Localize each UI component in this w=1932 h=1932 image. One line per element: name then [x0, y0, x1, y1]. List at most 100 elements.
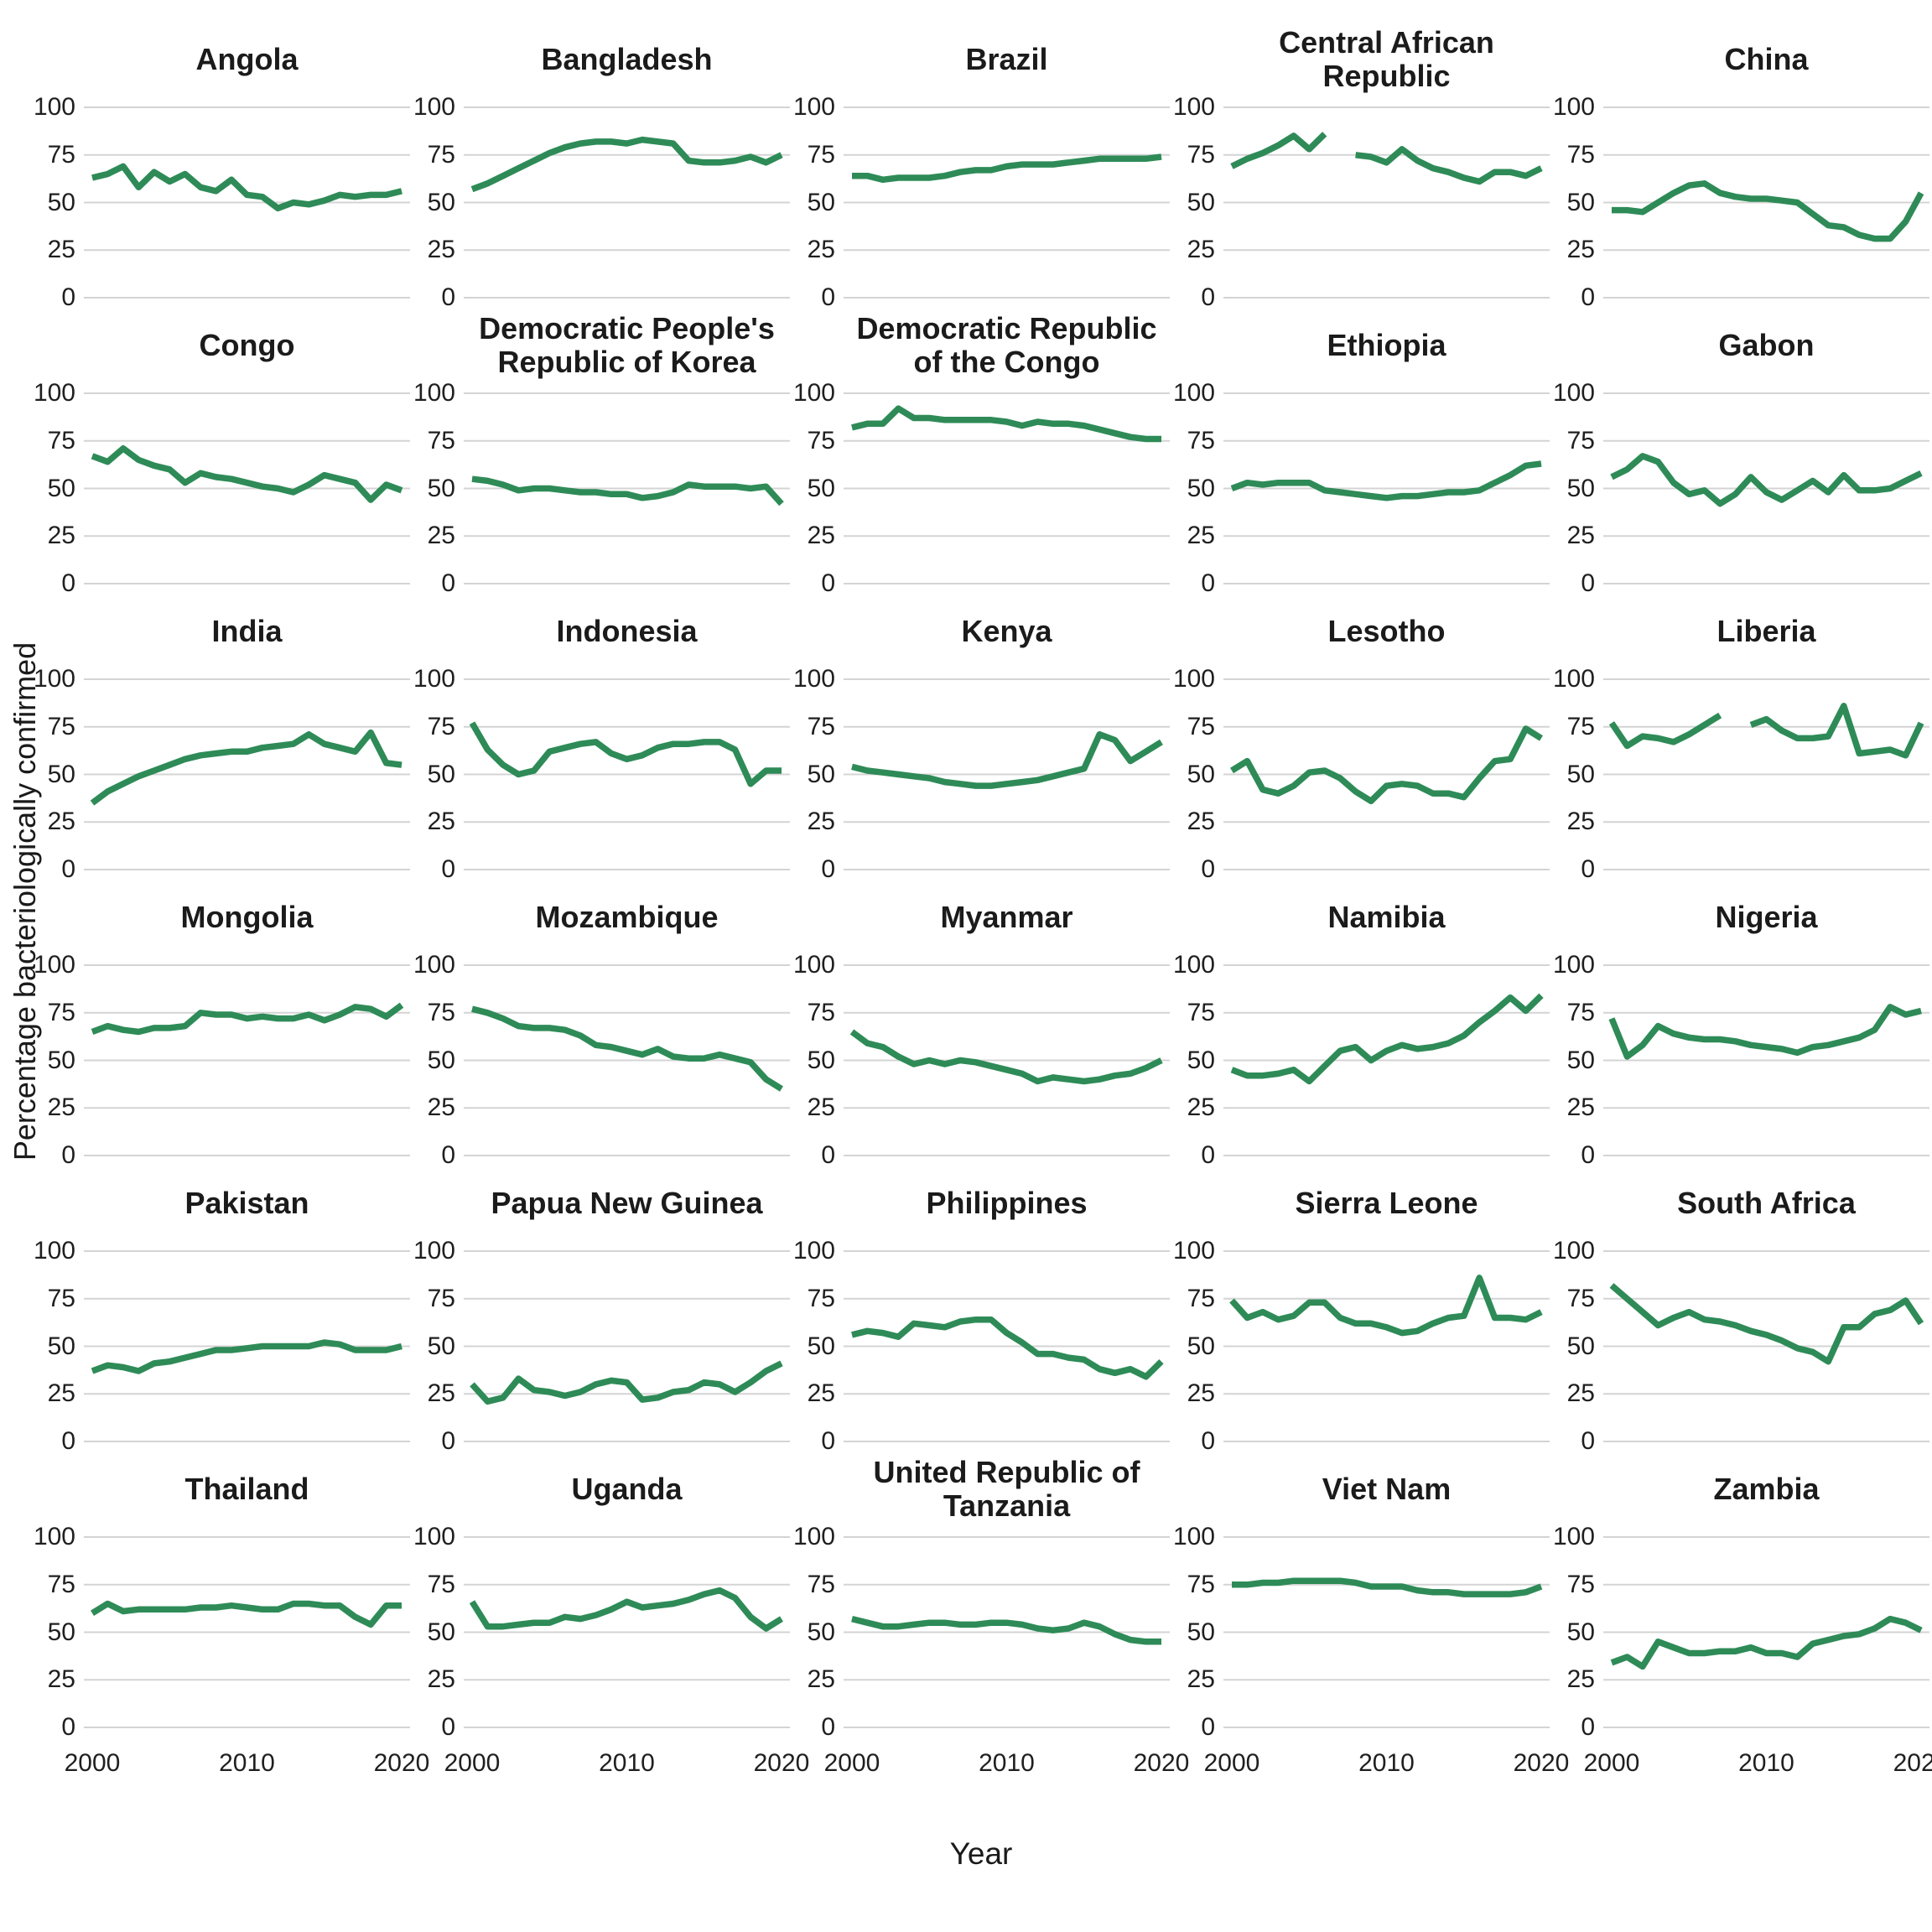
- y-tick-label: 50: [807, 760, 835, 788]
- y-axis-ticks: 100 75 50 25 0: [410, 951, 464, 1169]
- y-axis-ticks: 100 75 50 25 0: [410, 665, 464, 883]
- panel-angola: Angola 100 75 50 25 0: [30, 23, 410, 311]
- y-tick-label: 75: [1566, 140, 1595, 169]
- y-axis-ticks: 100 75 50 25 0: [1550, 1237, 1603, 1455]
- y-tick-label: 25: [427, 1379, 455, 1408]
- y-axis-ticks: 100 75 50 25 0: [1550, 1523, 1603, 1741]
- y-tick-label: 100: [1172, 1237, 1215, 1265]
- trend-line: [1612, 180, 1924, 242]
- line-chart: [1223, 392, 1550, 584]
- y-tick-label: 100: [413, 1237, 455, 1265]
- line-chart: [844, 1250, 1170, 1442]
- y-tick-label: 50: [427, 1046, 455, 1074]
- trend-line: [849, 1029, 1163, 1085]
- panel-title: United Republic of Tanzania: [873, 1454, 1140, 1523]
- x-tick-label: 2020: [753, 1749, 810, 1777]
- panel-body: 100 75 50 25 0: [30, 379, 410, 597]
- y-axis-ticks: 100 75 50 25 0: [30, 665, 84, 883]
- trend-line: [851, 1316, 1164, 1380]
- y-tick-label: 25: [1566, 236, 1595, 264]
- y-axis-ticks: 100 75 50 25 0: [790, 379, 844, 597]
- y-tick-label: 25: [807, 236, 835, 264]
- y-tick-label: 25: [47, 808, 75, 836]
- y-tick-label: 50: [1187, 1046, 1215, 1074]
- y-tick-label: 50: [807, 1046, 835, 1074]
- y-tick-label: 100: [1172, 665, 1215, 693]
- y-tick-label: 100: [1172, 379, 1215, 407]
- line-chart: [844, 1536, 1170, 1728]
- y-axis-ticks: 100 75 50 25 0: [410, 379, 464, 597]
- panel-liberia: Liberia 100 75 50 25 0: [1550, 595, 1929, 883]
- panel-papua-new-guinea: Papua New Guinea 100 75 50 25 0: [410, 1167, 790, 1455]
- y-tick-label: 100: [413, 93, 455, 121]
- y-tick-label: 100: [1552, 951, 1595, 979]
- panel-democratic-republic-of-the-congo: Democratic Republic of the Congo 100 75 50 2…: [790, 309, 1170, 597]
- x-tick-label: 2000: [64, 1749, 121, 1777]
- panel-body: 100 75 50 25 0: [790, 379, 1170, 597]
- y-axis-ticks: 100 75 50 25 0: [30, 951, 84, 1169]
- panel-title: Thailand: [184, 1471, 309, 1506]
- panel-title: Democratic Republic of the Congo: [856, 310, 1157, 379]
- panel-body: 100 75 50 25 0: [410, 665, 790, 883]
- line-chart: [1603, 678, 1929, 870]
- line-chart: [844, 392, 1170, 584]
- y-tick-label: 25: [1187, 1665, 1215, 1694]
- panel-body: 100 75 50 25 0: [1170, 951, 1550, 1169]
- panel-body: 100 75 50 25 0: [1550, 379, 1929, 597]
- y-tick-label: 0: [61, 1141, 75, 1169]
- y-tick-label: 0: [821, 1141, 835, 1169]
- y-axis-ticks: 100 75 50 25 0: [410, 1523, 464, 1741]
- y-tick-label: 100: [792, 379, 835, 407]
- y-tick-label: 100: [792, 93, 835, 121]
- y-tick-label: 75: [47, 140, 75, 169]
- trend-line: [1229, 1275, 1543, 1337]
- y-axis-ticks: 100 75 50 25 0: [1170, 665, 1223, 883]
- y-tick-label: 25: [47, 522, 75, 550]
- y-tick-label: 0: [1201, 1141, 1215, 1169]
- y-tick-label: 0: [1581, 855, 1595, 883]
- y-tick-label: 25: [807, 522, 835, 550]
- y-tick-label: 25: [1187, 808, 1215, 836]
- panel-body: 100 75 50 25 0: [30, 1523, 410, 1741]
- y-tick-label: 100: [413, 379, 455, 407]
- y-axis-ticks: 100 75 50 25 0: [790, 1237, 844, 1455]
- y-axis-ticks: 100 75 50 25 0: [790, 93, 844, 311]
- y-tick-label: 0: [441, 1427, 455, 1455]
- y-tick-label: 100: [792, 951, 835, 979]
- y-tick-label: 100: [33, 951, 75, 979]
- y-tick-label: 75: [47, 1284, 75, 1312]
- panel-body: 100 75 50 25 0: [30, 665, 410, 883]
- y-tick-label: 75: [1187, 998, 1215, 1026]
- y-tick-label: 50: [427, 474, 455, 502]
- y-tick-label: 0: [821, 1713, 835, 1741]
- y-tick-label: 50: [1566, 1046, 1595, 1074]
- y-tick-label: 100: [792, 1237, 835, 1265]
- trend-line: [469, 1587, 783, 1632]
- trend-line: [91, 163, 402, 212]
- y-tick-label: 100: [413, 1523, 455, 1550]
- y-tick-label: 50: [47, 1332, 75, 1360]
- y-tick-label: 75: [1566, 998, 1595, 1026]
- panel-indonesia: Indonesia 100 75 50 25 0: [410, 595, 790, 883]
- panel-mongolia: Mongolia 100 75 50 25 0: [30, 881, 410, 1169]
- y-tick-label: 75: [1566, 426, 1595, 454]
- y-tick-label: 50: [1187, 188, 1215, 216]
- panel-mozambique: Mozambique 100 75 50 25 0: [410, 881, 790, 1169]
- y-tick-label: 100: [33, 1237, 75, 1265]
- trend-line: [1355, 146, 1543, 185]
- y-tick-label: 75: [1566, 1284, 1595, 1312]
- x-tick-label: 2020: [373, 1749, 430, 1777]
- y-tick-label: 0: [1581, 569, 1595, 597]
- panel-title: Ethiopia: [1327, 327, 1446, 362]
- x-tick-label: 2010: [979, 1749, 1035, 1777]
- trend-line: [851, 405, 1161, 443]
- panel-ethiopia: Ethiopia 100 75 50 25 0: [1170, 309, 1550, 597]
- y-tick-label: 75: [807, 1284, 835, 1312]
- y-tick-label: 25: [807, 808, 835, 836]
- y-tick-label: 0: [441, 1713, 455, 1741]
- panel-body: 100 75 50 25 0: [1170, 379, 1550, 597]
- panel-title: Liberia: [1716, 613, 1816, 648]
- panel-title: Nigeria: [1715, 899, 1818, 934]
- y-tick-label: 75: [427, 426, 455, 454]
- panel-south-africa: South Africa 100 75 50 25 0: [1550, 1167, 1929, 1455]
